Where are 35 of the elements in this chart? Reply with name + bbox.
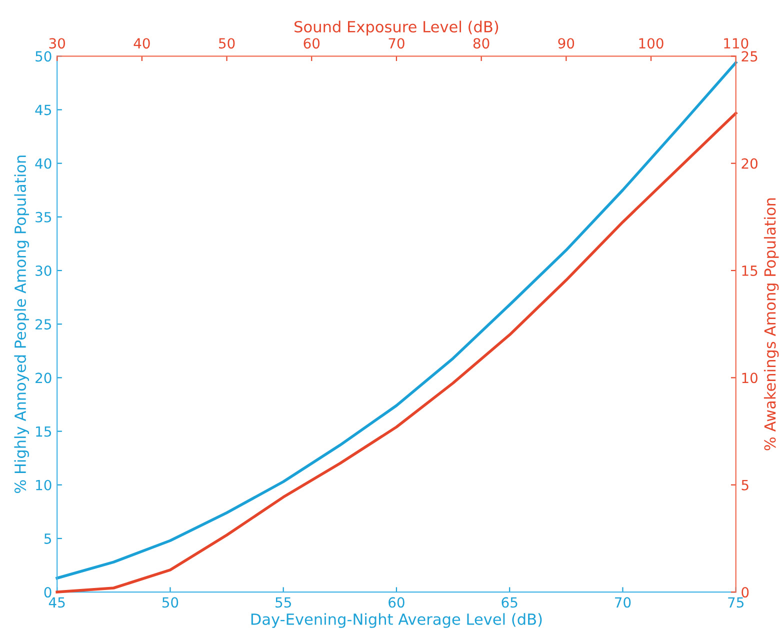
x-axis-title: Day-Evening-Night Average Level (dB): [251, 613, 542, 628]
x2-tick-label: 80: [473, 38, 490, 49]
y-tick-label: 20: [36, 372, 52, 384]
x-tick-label: 60: [388, 597, 404, 608]
x2-axis-title: Sound Exposure Level (dB): [294, 20, 498, 36]
x-tick-label: 65: [502, 597, 518, 608]
y-tick-label: 30: [36, 265, 52, 276]
x2-tick-label: 40: [134, 38, 150, 49]
y-tick-label: 10: [36, 480, 52, 490]
x-tick-label: 50: [162, 597, 178, 608]
y2-tick-label: 20: [742, 158, 758, 169]
y-tick-label: 0: [44, 587, 52, 598]
x-tick-label: 75: [728, 597, 744, 608]
x2-tick-label: 50: [219, 38, 235, 49]
y2-tick-label: 5: [742, 480, 748, 490]
x2-tick-label: 100: [639, 38, 664, 49]
y-tick-label: 25: [36, 319, 52, 330]
y-tick-label: 5: [44, 534, 52, 544]
y-tick-label: 15: [36, 426, 52, 437]
x-tick-label: 70: [615, 597, 631, 608]
y-tick-label: 40: [35, 158, 52, 169]
x2-tick-label: 90: [558, 38, 574, 49]
y-tick-label: 45: [35, 104, 52, 116]
x2-tick-label: 60: [304, 38, 320, 49]
y2-tick-label: 15: [742, 266, 758, 276]
x-tick-label: 55: [276, 597, 291, 608]
y-tick-label: 35: [36, 212, 52, 222]
y-tick-label: 50: [36, 51, 52, 62]
y2-tick-label: 25: [742, 51, 758, 62]
x2-tick-label: 70: [388, 38, 404, 49]
y2-tick-label: 10: [742, 372, 758, 384]
x2-tick-label: 110: [724, 38, 748, 49]
y2-tick-label: 0: [742, 587, 749, 598]
y-axis-title: % Highly Annoyed People Among Population: [14, 156, 29, 494]
y2-axis-title: % Awakenings Among Population: [764, 198, 779, 450]
